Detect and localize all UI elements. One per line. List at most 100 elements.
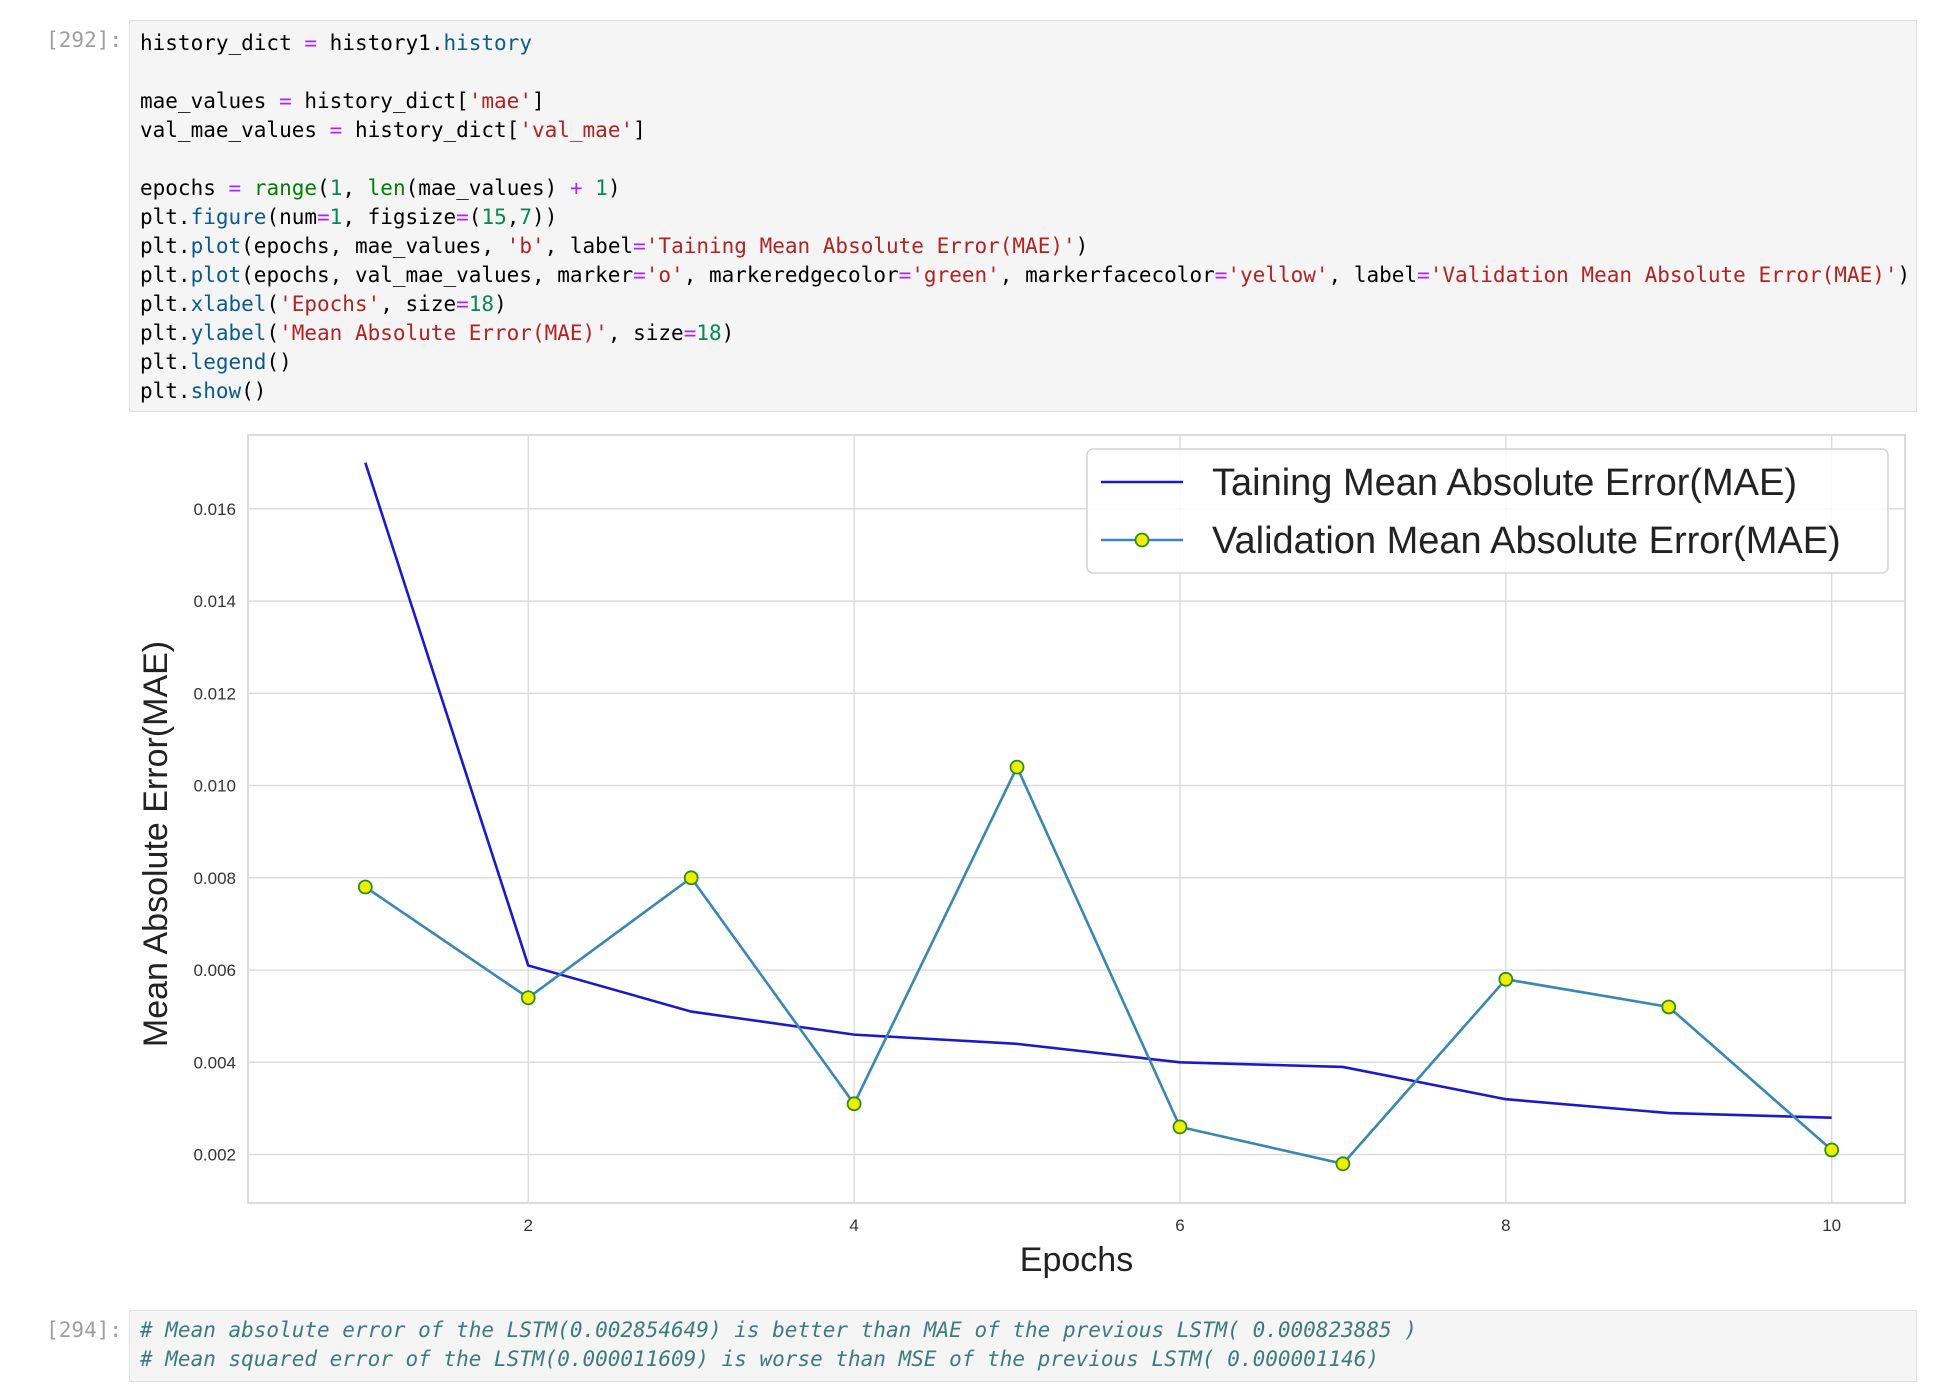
code-token: (mae_values) <box>405 176 570 200</box>
code-line <box>140 145 1916 174</box>
code-token: , figsize <box>342 205 457 229</box>
code-token <box>241 176 254 200</box>
code-line: plt.plot(epochs, val_mae_values, marker=… <box>140 261 1916 290</box>
code-cell-294[interactable]: # Mean absolute error of the LSTM(0.0028… <box>129 1310 1917 1382</box>
code-token: ( <box>468 205 482 229</box>
legend-label: Validation Mean Absolute Error(MAE) <box>1212 520 1841 562</box>
code-editor[interactable]: history_dict = history1.history mae_valu… <box>140 29 1916 406</box>
code-line: plt.show() <box>140 377 1916 406</box>
code-token: ] <box>633 118 646 142</box>
validation-data-point <box>1824 1142 1840 1158</box>
code-token: ( <box>266 292 280 316</box>
code-token: = <box>329 118 343 142</box>
code-token: 'mae' <box>468 89 532 113</box>
legend-box <box>1086 448 1889 574</box>
code-token: = <box>633 263 646 287</box>
code-token: 'b' <box>506 234 545 258</box>
code-token: = <box>633 234 646 258</box>
y-tick-label: 0.016 <box>193 500 236 519</box>
code-line: plt.ylabel('Mean Absolute Error(MAE)', s… <box>140 319 1916 348</box>
validation-data-point <box>357 879 373 895</box>
code-line: plt.legend() <box>140 348 1916 377</box>
code-token: plt. <box>140 350 191 374</box>
code-token: + <box>569 176 583 200</box>
code-token: range <box>253 176 318 200</box>
code-token: history_dict[ <box>291 89 469 113</box>
code-token: 7 <box>519 205 533 229</box>
code-token: 'Epochs' <box>279 292 381 316</box>
code-token: = <box>317 205 330 229</box>
code-token: = <box>456 292 469 316</box>
code-token: = <box>1417 263 1430 287</box>
legend-label: Taining Mean Absolute Error(MAE) <box>1212 462 1797 504</box>
code-token: = <box>1214 263 1228 287</box>
code-token: 'yellow' <box>1227 263 1329 287</box>
cell-prompt-294: [294]: <box>46 1318 122 1342</box>
y-tick-label: 0.006 <box>193 961 236 980</box>
code-token: 18 <box>696 321 722 345</box>
code-line <box>140 58 1916 87</box>
validation-data-point <box>1335 1156 1351 1172</box>
code-token: ) <box>1897 263 1911 287</box>
code-editor[interactable]: # Mean absolute error of the LSTM(0.0028… <box>140 1316 1916 1374</box>
code-token: 'Validation Mean Absolute Error(MAE)' <box>1429 263 1898 287</box>
code-token: , markerfacecolor <box>999 263 1215 287</box>
y-tick-label: 0.012 <box>193 684 236 703</box>
code-token: 'Mean Absolute Error(MAE)' <box>279 321 608 345</box>
code-token: plt. <box>140 321 191 345</box>
code-token: ) <box>721 321 735 345</box>
code-token: legend <box>190 350 267 374</box>
code-line: val_mae_values = history_dict['val_mae'] <box>140 116 1916 145</box>
code-token: , size <box>607 321 684 345</box>
code-token: history <box>443 31 532 55</box>
code-token: figure <box>190 205 267 229</box>
code-token: # Mean squared error of the LSTM(0.00001… <box>140 1347 1380 1371</box>
code-token: , <box>342 176 368 200</box>
code-line: mae_values = history_dict['mae'] <box>140 87 1916 116</box>
code-token: plt. <box>140 292 191 316</box>
code-token: 15 <box>481 205 507 229</box>
validation-data-point <box>846 1096 862 1112</box>
code-token: # Mean absolute error of the LSTM(0.0028… <box>140 1318 1417 1342</box>
code-token: )) <box>532 205 558 229</box>
code-token: xlabel <box>190 292 267 316</box>
x-tick-label: 4 <box>849 1216 858 1235</box>
code-token: = <box>683 321 697 345</box>
code-token: plot <box>190 234 242 258</box>
code-line: plt.figure(num=1, figsize=(15,7)) <box>140 203 1916 232</box>
cell-prompt-292: [292]: <box>46 28 122 52</box>
y-tick-label: 0.008 <box>193 869 236 888</box>
code-line: # Mean absolute error of the LSTM(0.0028… <box>140 1316 1916 1345</box>
y-tick-label: 0.010 <box>193 777 236 796</box>
code-token: , label <box>1328 263 1418 287</box>
y-tick-label: 0.002 <box>193 1146 236 1165</box>
y-axis-label: Mean Absolute Error(MAE) <box>137 641 175 1047</box>
code-cell-292[interactable]: history_dict = history1.history mae_valu… <box>129 20 1917 412</box>
code-token: , label <box>544 234 634 258</box>
code-token: ( <box>266 321 280 345</box>
code-token: plt. <box>140 263 191 287</box>
code-token: history_dict <box>140 31 305 55</box>
chart-output: 2 4 6 8 10 0.002 0.004 0.006 0.008 0.010 0.012 0.01… <box>129 430 1929 1290</box>
training-mae-line <box>364 462 1832 1119</box>
code-line: epochs = range(1, len(mae_values) + 1) <box>140 174 1916 203</box>
code-line: plt.xlabel('Epochs', size=18) <box>140 290 1916 319</box>
x-tick-label: 2 <box>524 1216 533 1235</box>
code-token: len <box>367 176 406 200</box>
code-token: 'val_mae' <box>519 118 634 142</box>
y-tick-label: 0.004 <box>193 1053 236 1072</box>
code-token: plt. <box>140 205 191 229</box>
code-token: , size <box>380 292 457 316</box>
code-token: 1 <box>595 176 608 200</box>
code-token: (epochs, mae_values, <box>241 234 507 258</box>
code-token: ) <box>494 292 507 316</box>
code-line: history_dict = history1.history <box>140 29 1916 58</box>
code-line: # Mean squared error of the LSTM(0.00001… <box>140 1345 1916 1374</box>
code-token: ( <box>317 176 330 200</box>
code-token: () <box>241 379 267 403</box>
validation-data-point <box>1009 759 1025 775</box>
code-token: = <box>898 263 912 287</box>
validation-data-point <box>1498 971 1514 987</box>
code-token: history1. <box>317 31 444 55</box>
code-token: 1 <box>329 176 343 200</box>
